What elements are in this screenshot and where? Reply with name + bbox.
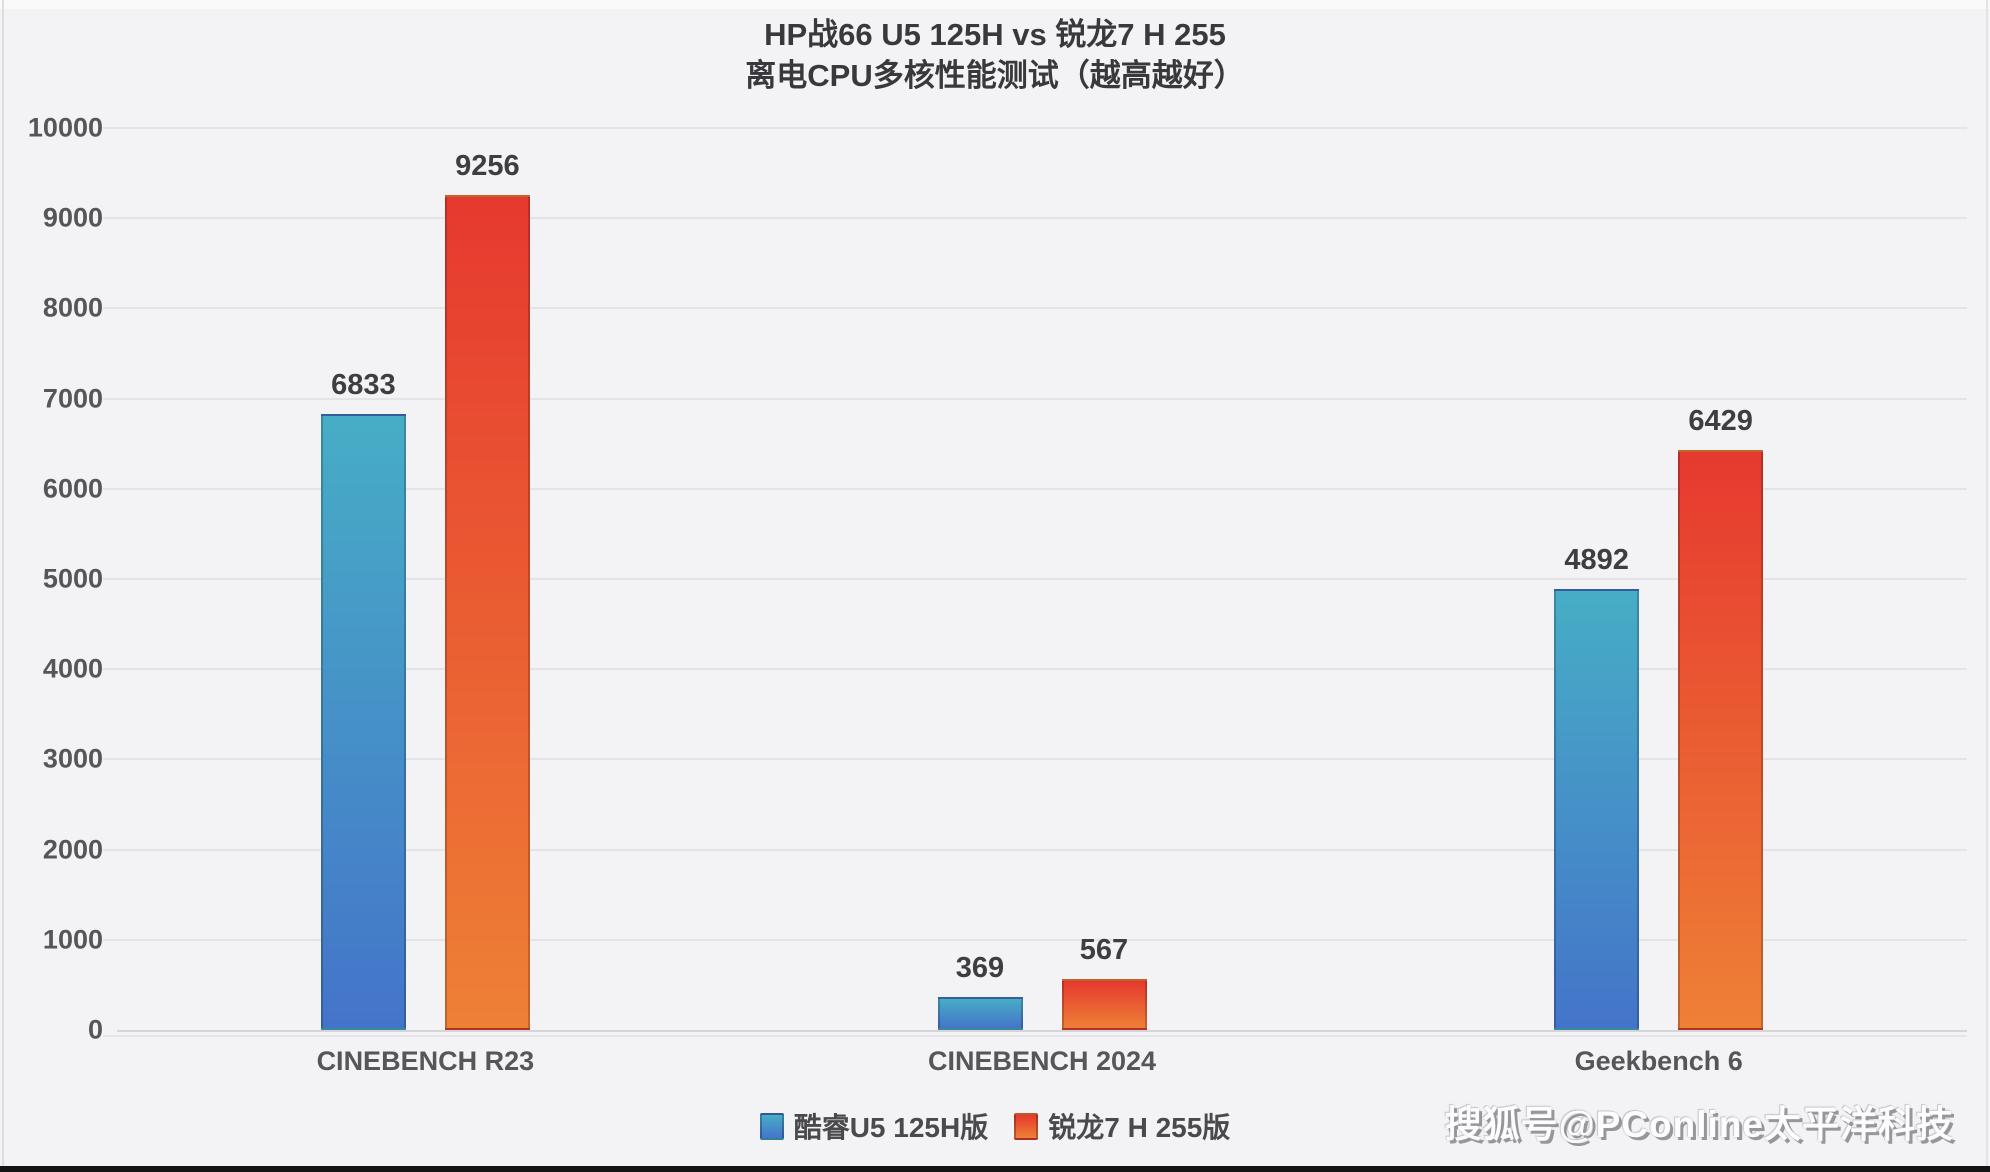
bar-slot: 369 [937, 128, 1023, 1030]
gridline [103, 217, 1967, 220]
watermark: 搜狐号@PConline太平洋科技 [1444, 1104, 1954, 1145]
y-axis-label: 3000 [42, 743, 103, 774]
bar-slot: 9256 [444, 128, 530, 1030]
bar [320, 413, 406, 1030]
y-axis-label: 0 [87, 1014, 103, 1045]
bar-groups: 6833 9256 369 567 4892 6429 [117, 128, 1967, 1030]
bottom-window-edge [0, 1166, 1990, 1172]
chart-title-line1: HP战66 U5 125H vs 锐龙7 H 255 [764, 17, 1226, 52]
plot-area: 6833 9256 369 567 4892 6429 [103, 127, 1967, 1037]
y-axis-label: 5000 [42, 563, 103, 594]
gridline [103, 758, 1967, 761]
y-axis-label: 10000 [27, 112, 103, 143]
gridline [103, 127, 1967, 129]
y-axis-label: 2000 [42, 834, 103, 865]
legend-label: 锐龙7 H 255版 [1048, 1112, 1231, 1143]
bar-value-label: 4892 [1564, 543, 1629, 576]
right-edge-line [1986, 0, 1988, 1172]
gridline [103, 848, 1967, 851]
y-axis-label: 7000 [42, 383, 103, 414]
bar [1554, 588, 1640, 1030]
bar [1678, 450, 1764, 1030]
bar-value-label: 9256 [455, 150, 520, 183]
y-axis-label: 9000 [42, 202, 103, 233]
legend-swatch [1014, 1112, 1039, 1140]
bar-slot: 567 [1061, 128, 1147, 1030]
bar [937, 996, 1023, 1030]
legend: 酷睿U5 125H版 锐龙7 H 255版 [0, 1106, 1990, 1146]
bar-group: 6833 9256 [117, 128, 734, 1030]
y-axis-label: 6000 [42, 473, 103, 504]
gridline [103, 307, 1967, 310]
bar-value-label: 369 [955, 951, 1005, 984]
legend-item: 酷睿U5 125H版 [759, 1106, 989, 1146]
x-axis-subline [103, 1035, 1967, 1037]
bar [444, 195, 530, 1030]
y-axis-label: 1000 [42, 924, 103, 955]
chart-title-line2: 离电CPU多核性能测试（越高越好） [745, 58, 1245, 93]
top-strip [0, 0, 1990, 9]
x-axis-label: Geekbench 6 [1574, 1046, 1743, 1076]
bar-value-label: 6429 [1688, 405, 1753, 438]
y-axis-label: 8000 [42, 292, 103, 323]
gridline [103, 397, 1967, 400]
left-edge-line [2, 0, 4, 1172]
bar-slot: 4892 [1554, 128, 1640, 1030]
x-axis-label: CINEBENCH 2024 [927, 1046, 1157, 1076]
legend-swatch [759, 1112, 784, 1140]
bar-value-label: 567 [1079, 933, 1129, 966]
gridline [103, 487, 1967, 490]
bar-slot: 6833 [320, 128, 406, 1030]
legend-label: 酷睿U5 125H版 [793, 1112, 989, 1143]
bar [1061, 978, 1147, 1030]
x-axis-label: CINEBENCH R23 [316, 1046, 535, 1076]
y-axis: 0 1000 2000 3000 4000 5000 6000 7000 8000 9000 100… [0, 113, 103, 1045]
bar-group: 4892 6429 [1350, 128, 1967, 1030]
gridline [103, 668, 1967, 671]
legend-item: 锐龙7 H 255版 [1014, 1106, 1230, 1146]
x-axis-labels: CINEBENCH R23 CINEBENCH 2024 Geekbench 6 [117, 1046, 1967, 1077]
y-axis-label: 4000 [42, 653, 103, 684]
gridline [103, 578, 1967, 580]
bar-value-label: 6833 [331, 368, 396, 401]
bar-group: 369 567 [734, 128, 1351, 1030]
bar-slot: 6429 [1678, 128, 1764, 1030]
gridline [103, 938, 1967, 941]
chart-title: HP战66 U5 125H vs 锐龙7 H 255 离电CPU多核性能测试（越… [0, 14, 1990, 96]
